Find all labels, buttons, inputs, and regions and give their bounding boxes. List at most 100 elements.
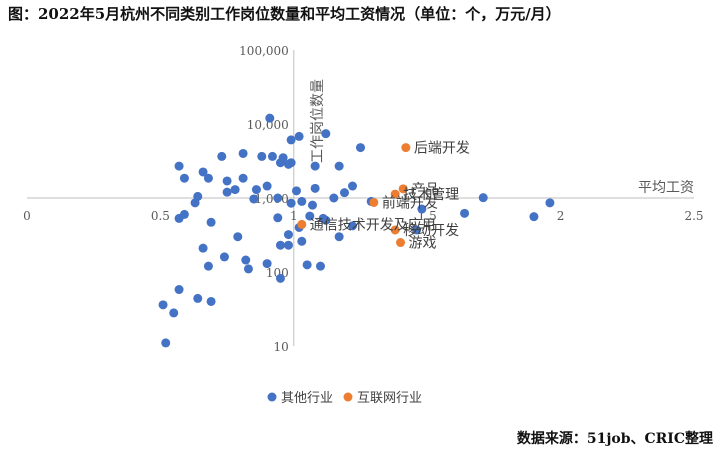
point-other-industry: [273, 193, 283, 203]
point-other-industry: [262, 181, 272, 191]
point-other-industry: [297, 196, 307, 206]
legend-label-internet: 互联网行业: [357, 391, 422, 406]
point-internet-industry: [390, 189, 400, 199]
point-other-industry: [291, 186, 301, 196]
point-other-industry: [283, 159, 293, 169]
point-internet-industry: [390, 225, 400, 235]
x-tick-label: 1: [290, 209, 298, 223]
y-tick-label: 1,000: [254, 192, 288, 206]
point-other-industry: [267, 151, 277, 161]
point-other-industry: [243, 264, 253, 274]
point-other-industry: [238, 148, 248, 158]
point-other-industry: [307, 200, 317, 210]
point-other-industry: [219, 252, 229, 262]
point-other-industry: [230, 185, 240, 195]
point-other-industry: [174, 285, 184, 295]
x-axis-title: 平均工资: [638, 180, 694, 196]
x-tick-label: 0: [23, 209, 31, 223]
point-other-industry: [302, 260, 312, 270]
point-other-industry: [179, 209, 189, 219]
x-tick-label: 2.5: [684, 209, 703, 223]
x-tick-label: 0.5: [151, 209, 170, 223]
point-other-industry: [198, 243, 208, 253]
point-other-industry: [249, 194, 259, 204]
point-other-industry: [347, 181, 357, 191]
data-points: [158, 113, 555, 348]
point-internet-industry: [398, 184, 408, 194]
data-source-note: 数据来源：51job、CRIC整理: [516, 431, 713, 447]
point-other-industry: [283, 240, 293, 250]
point-other-industry: [315, 261, 325, 271]
point-other-industry: [273, 213, 283, 223]
point-internet-industry: [297, 219, 307, 229]
y-axis-title: 工作岗位数量: [310, 79, 326, 163]
point-other-industry: [310, 183, 320, 193]
point-label: 产品: [411, 182, 439, 198]
y-tick-label: 100,000: [239, 44, 289, 58]
point-other-industry: [179, 173, 189, 183]
axes: [27, 50, 694, 346]
point-other-industry: [339, 188, 349, 198]
point-other-industry: [478, 193, 488, 203]
point-other-industry: [251, 185, 261, 195]
point-label: 前端开发: [382, 194, 438, 211]
point-other-industry: [321, 129, 331, 139]
point-other-industry: [545, 198, 555, 208]
point-other-industry: [158, 300, 168, 310]
point-other-industry: [286, 135, 296, 145]
point-other-industry: [329, 193, 339, 203]
point-other-industry: [203, 261, 213, 271]
point-other-industry: [310, 161, 320, 171]
y-tick-label: 10,000: [247, 118, 289, 132]
y-tick-label: 10: [274, 340, 289, 354]
chart-title: 图：2022年5月杭州不同类别工作岗位数量和平均工资情况（单位：个，万元/月）: [8, 5, 561, 23]
point-other-industry: [318, 213, 328, 223]
point-other-industry: [193, 293, 203, 303]
legend-marker-other: [267, 392, 277, 402]
point-other-industry: [198, 167, 208, 177]
point-other-industry: [206, 217, 216, 227]
point-other-industry: [222, 187, 232, 197]
point-other-industry: [275, 158, 285, 168]
x-tick-label: 2: [557, 209, 565, 223]
point-other-industry: [217, 151, 227, 161]
point-other-industry: [238, 173, 248, 183]
x-tick-labels: 0 0.5 1 1.5 2 2.5: [23, 209, 703, 223]
point-other-industry: [161, 338, 171, 348]
point-internet-industry: [401, 143, 411, 153]
point-other-industry: [356, 143, 365, 153]
point-other-industry: [417, 204, 427, 214]
point-label: 通信技术开发及应用: [310, 216, 436, 233]
point-other-industry: [412, 225, 422, 235]
point-other-industry: [203, 173, 213, 183]
point-label: 游戏: [409, 236, 437, 252]
legend: 其他行业 互联网行业: [267, 391, 422, 406]
point-other-industry: [286, 198, 296, 208]
point-other-industry: [222, 176, 232, 186]
point-other-industry: [233, 232, 243, 242]
point-other-industry: [460, 208, 470, 218]
point-other-industry: [297, 236, 307, 246]
legend-marker-internet: [343, 392, 353, 402]
point-other-industry: [190, 198, 200, 208]
point-other-industry: [294, 131, 304, 141]
point-other-industry: [174, 161, 184, 171]
legend-label-other: 其他行业: [281, 391, 333, 406]
point-other-industry: [206, 296, 216, 306]
point-other-industry: [347, 221, 357, 231]
point-other-industry: [275, 240, 285, 250]
point-other-industry: [529, 212, 539, 222]
point-other-industry: [283, 230, 293, 240]
point-other-industry: [265, 113, 275, 123]
point-internet-industry: [396, 238, 406, 248]
point-label: 移动开发: [403, 223, 459, 239]
point-other-industry: [334, 232, 344, 242]
point-label: 后端开发: [414, 141, 470, 157]
point-other-industry: [257, 151, 267, 161]
point-other-industry: [169, 308, 179, 318]
point-other-industry: [262, 259, 272, 269]
point-other-industry: [305, 211, 315, 221]
point-internet-industry: [369, 197, 379, 207]
point-other-industry: [334, 161, 344, 171]
